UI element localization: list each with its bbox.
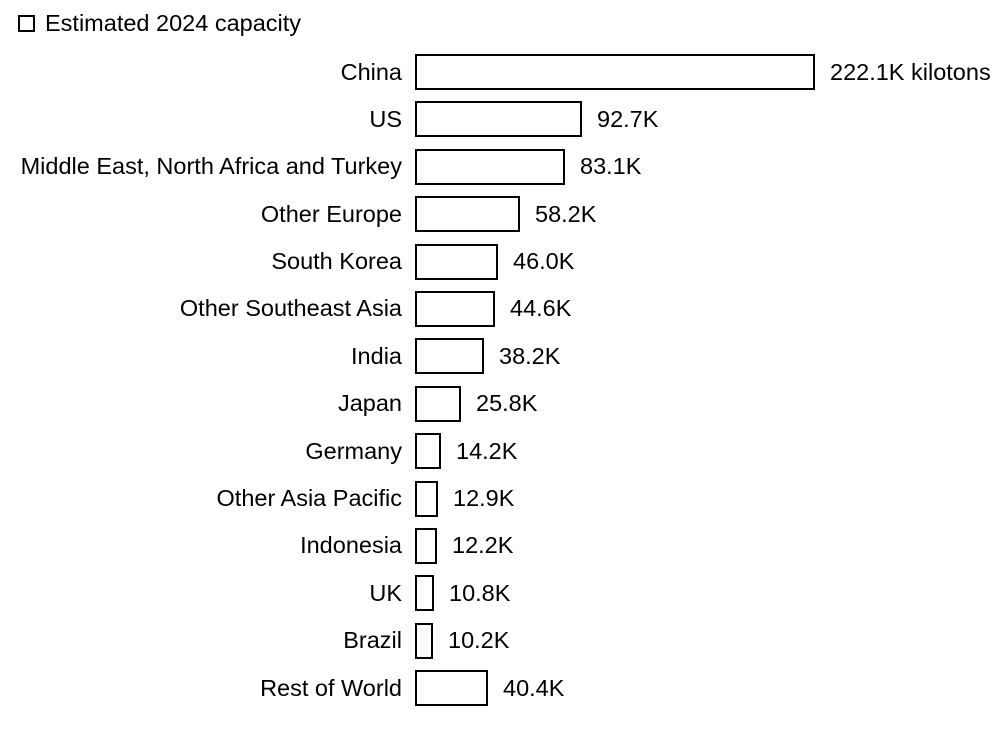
category-label: UK (369, 579, 402, 606)
bar (415, 480, 438, 517)
value-label: 40.4K (503, 674, 565, 701)
chart-row: Brazil 10.2K (0, 622, 1006, 659)
category-label: Other Southeast Asia (179, 295, 402, 322)
category-label: China (340, 58, 402, 85)
bar (415, 243, 498, 280)
value-label: 83.1K (580, 153, 642, 180)
category-label: Germany (305, 437, 402, 464)
value-label: 44.6K (510, 295, 572, 322)
value-label: 12.2K (452, 532, 514, 559)
category-label: Middle East, North Africa and Turkey (20, 153, 402, 180)
bar (415, 670, 488, 707)
category-label: South Korea (271, 248, 402, 275)
value-label: 10.2K (448, 627, 510, 654)
chart-row: South Korea 46.0K (0, 243, 1006, 280)
legend-swatch-icon (18, 15, 35, 33)
bar (415, 196, 520, 233)
chart-row: Other Asia Pacific 12.9K (0, 480, 1006, 517)
chart-row: US 92.7K (0, 101, 1006, 138)
value-label: 14.2K (456, 437, 518, 464)
category-label: India (351, 342, 402, 369)
bar (415, 338, 484, 375)
chart-row: Other Europe 58.2K (0, 196, 1006, 233)
legend-label: Estimated 2024 capacity (45, 10, 302, 36)
value-label: 222.1K kilotons (830, 58, 991, 85)
category-label: US (369, 105, 402, 132)
value-label: 58.2K (535, 200, 597, 227)
bar (415, 101, 582, 138)
category-label: Brazil (343, 627, 402, 654)
chart-row: China 222.1K kilotons (0, 54, 1006, 90)
chart-row: Germany 14.2K (0, 433, 1006, 470)
value-label: 46.0K (513, 248, 575, 275)
value-label: 25.8K (476, 390, 538, 417)
legend: Estimated 2024 capacity (18, 10, 302, 36)
chart-row: Middle East, North Africa and Turkey 83.1… (0, 148, 1006, 185)
chart-row: Indonesia 12.2K (0, 527, 1006, 564)
category-label: Indonesia (300, 532, 402, 559)
value-label: 92.7K (597, 105, 659, 132)
category-label: Japan (337, 390, 402, 417)
value-label: 38.2K (499, 342, 561, 369)
chart-row: Rest of World 40.4K (0, 670, 1006, 707)
chart-row: Other Southeast Asia 44.6K (0, 290, 1006, 327)
bar (415, 575, 434, 612)
chart-row: Japan 25.8K (0, 385, 1006, 422)
value-label: 12.9K (453, 485, 515, 512)
bar (415, 527, 437, 564)
bar (415, 622, 433, 659)
value-label: 10.8K (449, 579, 511, 606)
bar (415, 433, 441, 470)
bar-chart: China 222.1K kilotons US 92.7K Middle East, … (0, 54, 1006, 707)
category-label: Other Europe (260, 200, 402, 227)
bar (415, 290, 495, 327)
chart-row: India 38.2K (0, 338, 1006, 375)
chart-row: UK 10.8K (0, 575, 1006, 612)
bar (415, 148, 565, 185)
bar (415, 385, 461, 422)
bar (415, 54, 815, 90)
category-label: Other Asia Pacific (216, 485, 402, 512)
category-label: Rest of World (260, 674, 402, 701)
